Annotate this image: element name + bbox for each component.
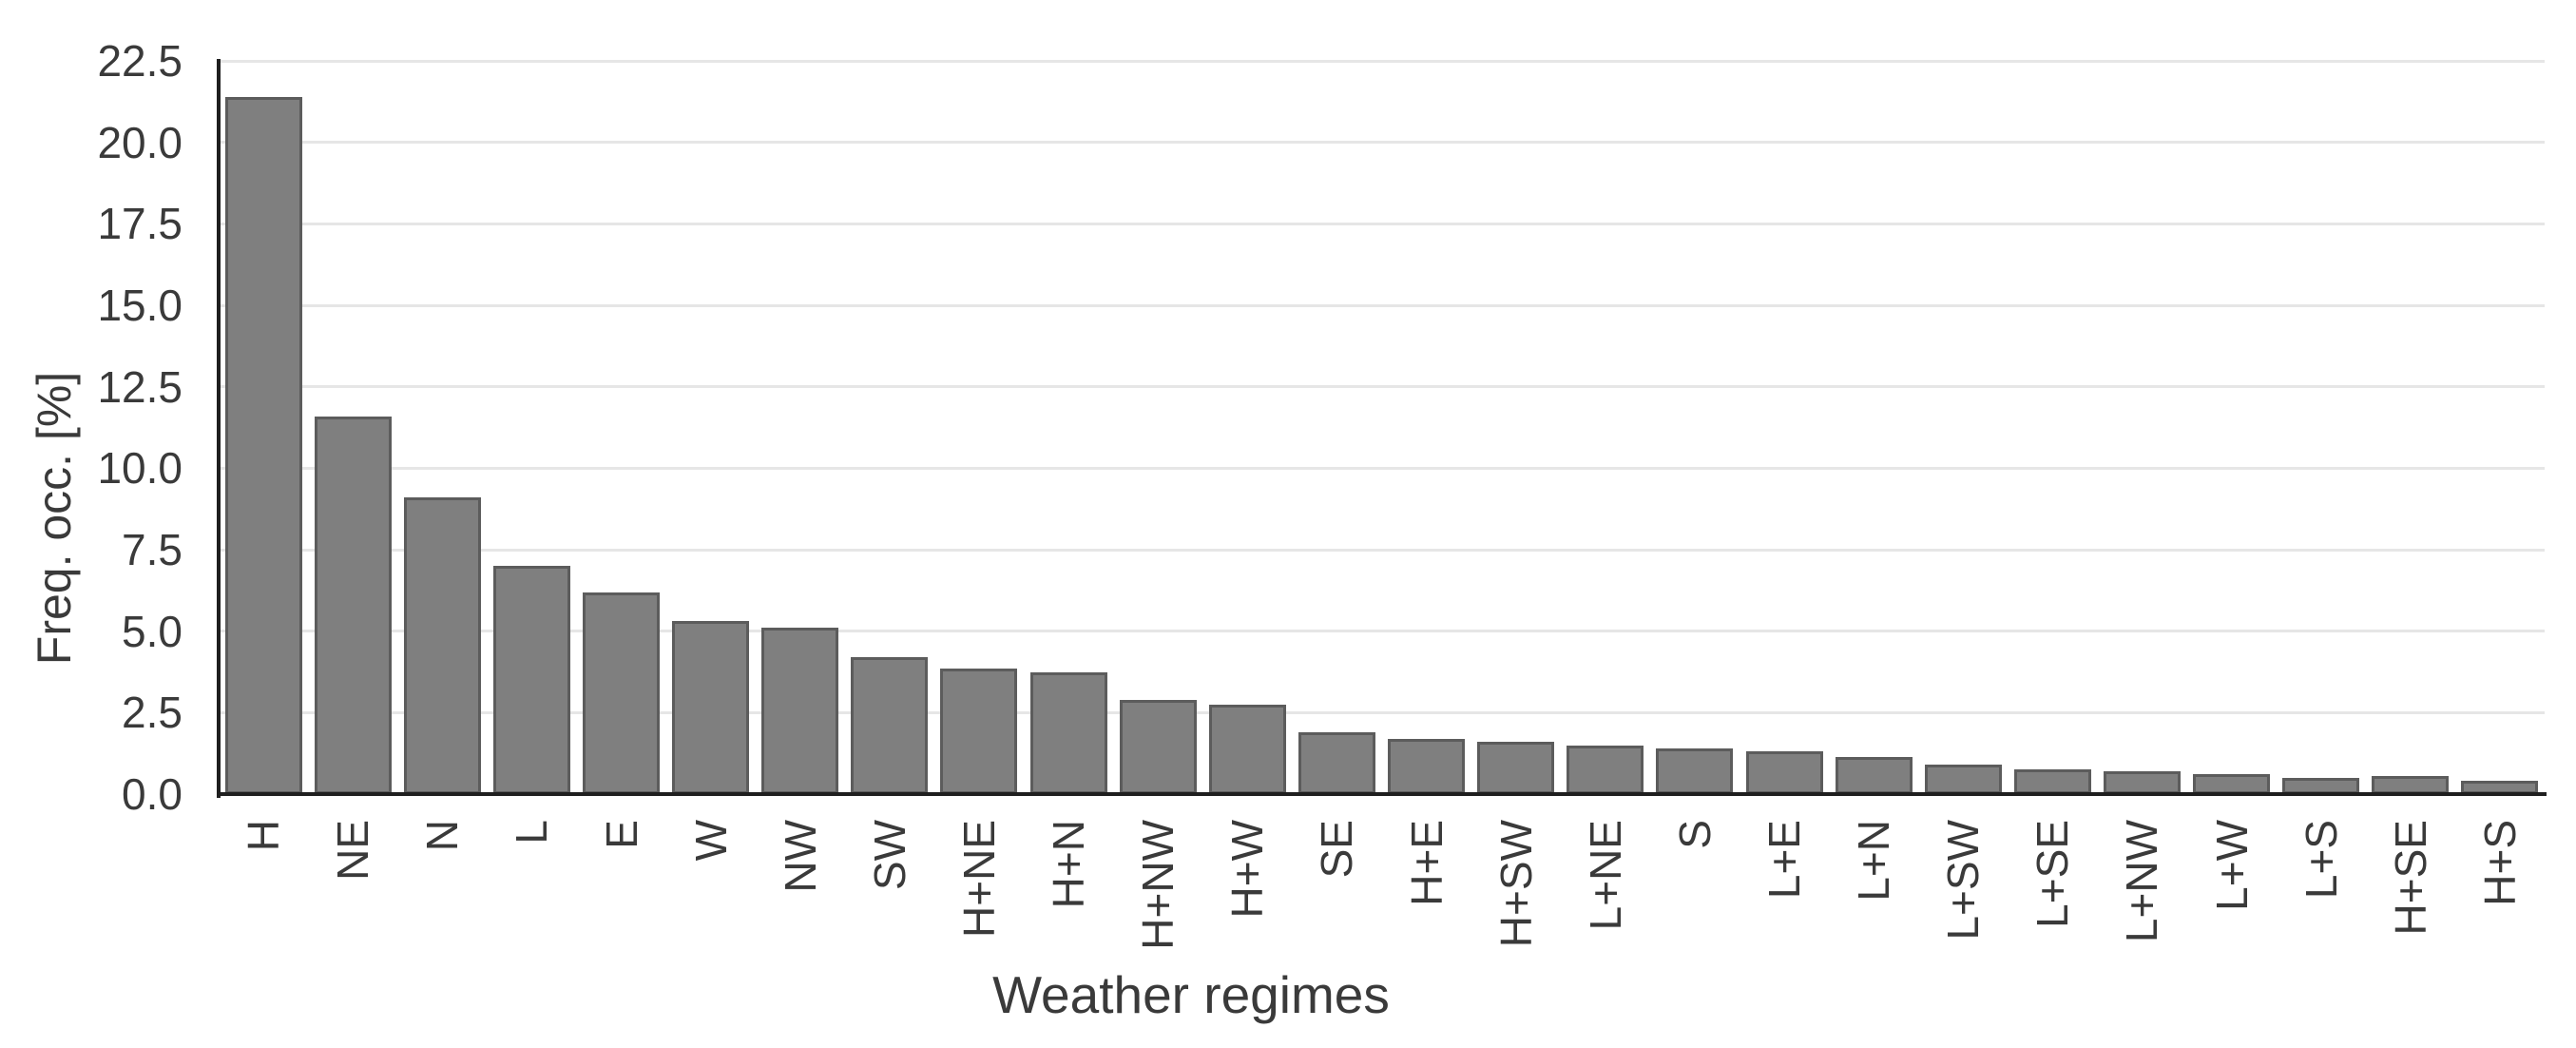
x-tick-label-NE: NE xyxy=(328,820,378,881)
y-tick-label-10.0: 10.0 xyxy=(97,443,183,494)
x-tick-label-H+SE: H+SE xyxy=(2385,820,2435,936)
y-tick-label-17.5: 17.5 xyxy=(97,199,183,249)
x-tick-label-E: E xyxy=(596,820,646,849)
x-tick-label-L+SW: L+SW xyxy=(1938,820,1989,941)
x-tick-label-SE: SE xyxy=(1312,820,1362,879)
x-tick-label-L+W: L+W xyxy=(2206,820,2257,911)
x-axis-title: Weather regimes xyxy=(992,965,1390,1024)
bar-L+E xyxy=(1745,751,1823,794)
bar-L+NW xyxy=(2103,771,2181,794)
bar-S xyxy=(1656,748,1734,794)
gridline-y-22.5 xyxy=(219,59,2545,63)
x-tick-label-H: H xyxy=(239,820,289,852)
bar-L+W xyxy=(2193,774,2271,794)
x-tick-label-L+E: L+E xyxy=(1759,820,1810,900)
bar-W xyxy=(672,621,750,794)
bar-H+N xyxy=(1029,671,1107,794)
bar-H+NE xyxy=(940,669,1018,794)
gridline-y-12.5 xyxy=(219,385,2545,389)
gridline-y-15.0 xyxy=(219,303,2545,307)
y-tick-label-2.5: 2.5 xyxy=(122,688,183,738)
x-tick-label-W: W xyxy=(685,820,736,862)
y-tick-label-0.0: 0.0 xyxy=(122,769,183,819)
x-tick-label-SW: SW xyxy=(864,820,914,891)
bar-H+E xyxy=(1388,738,1466,794)
x-tick-label-H+SW: H+SW xyxy=(1490,820,1541,948)
y-tick-label-7.5: 7.5 xyxy=(122,525,183,574)
y-axis-spine xyxy=(217,59,221,798)
x-axis-spine xyxy=(217,792,2547,796)
y-tick-label-15.0: 15.0 xyxy=(97,281,183,330)
bar-SE xyxy=(1298,731,1375,794)
x-tick-label-L+NW: L+NW xyxy=(2117,820,2167,943)
x-tick-label-L+SE: L+SE xyxy=(2028,820,2078,928)
y-tick-label-5.0: 5.0 xyxy=(122,606,183,656)
bar-N xyxy=(403,497,481,794)
bar-NE xyxy=(314,416,392,794)
bar-L+N xyxy=(1835,756,1913,794)
x-tick-label-H+NW: H+NW xyxy=(1133,820,1183,950)
x-tick-label-S: S xyxy=(1669,820,1720,849)
gridline-y-5.0 xyxy=(219,630,2545,633)
y-tick-label-22.5: 22.5 xyxy=(97,36,183,86)
x-tick-label-H+NE: H+NE xyxy=(953,820,1004,938)
bar-H+W xyxy=(1208,704,1286,794)
gridline-y-2.5 xyxy=(219,710,2545,714)
bar-L+SE xyxy=(2013,769,2091,794)
x-tick-label-H+W: H+W xyxy=(1222,820,1273,919)
gridline-y-20.0 xyxy=(219,141,2545,145)
bar-L+SW xyxy=(1924,765,2002,794)
bar-H+SW xyxy=(1477,742,1555,794)
y-tick-label-20.0: 20.0 xyxy=(97,117,183,167)
x-tick-label-NW: NW xyxy=(775,820,825,893)
bar-L xyxy=(492,566,570,794)
gridline-y-7.5 xyxy=(219,548,2545,552)
bar-NW xyxy=(761,628,839,794)
x-tick-label-L: L xyxy=(507,820,557,844)
x-tick-label-L+S: L+S xyxy=(2296,820,2346,900)
bar-SW xyxy=(851,657,929,794)
bar-E xyxy=(583,592,661,794)
x-tick-label-L+NE: L+NE xyxy=(1580,820,1630,931)
x-tick-label-H+S: H+S xyxy=(2474,820,2525,906)
x-tick-label-N: N xyxy=(417,820,468,852)
y-tick-label-12.5: 12.5 xyxy=(97,361,183,412)
gridline-y-10.0 xyxy=(219,466,2545,470)
bar-L+NE xyxy=(1567,745,1644,794)
x-tick-label-H+N: H+N xyxy=(1044,820,1094,909)
bar-H+NW xyxy=(1119,699,1197,794)
bar-H xyxy=(224,96,302,794)
x-tick-label-L+N: L+N xyxy=(1849,820,1899,902)
gridline-y-17.5 xyxy=(219,222,2545,225)
x-tick-label-H+E: H+E xyxy=(1401,820,1451,906)
